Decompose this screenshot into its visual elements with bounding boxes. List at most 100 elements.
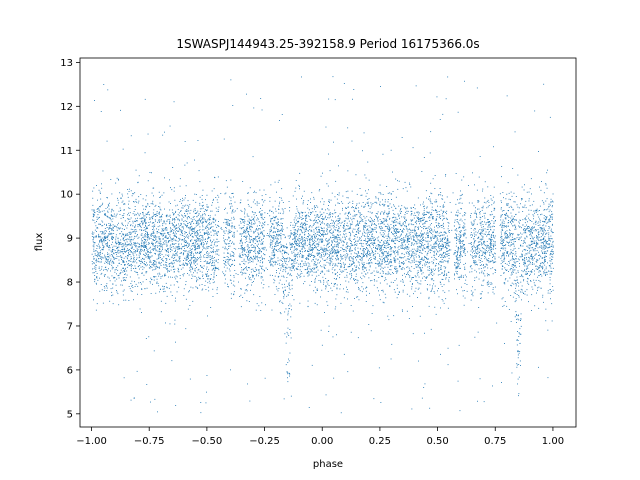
scatter-point (332, 246, 333, 248)
scatter-point (413, 268, 415, 269)
scatter-point (145, 230, 146, 232)
scatter-point (517, 234, 519, 236)
scatter-point (213, 275, 215, 277)
scatter-point (368, 251, 370, 252)
scatter-point (423, 260, 425, 261)
scatter-point (152, 249, 154, 251)
scatter-point (524, 226, 526, 227)
scatter-point (93, 262, 95, 263)
scatter-point (264, 212, 266, 214)
scatter-point (336, 252, 338, 254)
scatter-point (420, 283, 422, 285)
scatter-point (411, 213, 413, 214)
scatter-point (462, 227, 464, 229)
scatter-point (365, 290, 367, 292)
scatter-point (500, 231, 502, 233)
scatter-point (149, 218, 151, 220)
scatter-point (170, 230, 172, 231)
scatter-point (163, 260, 164, 262)
scatter-point (357, 280, 359, 282)
scatter-point (94, 266, 96, 268)
scatter-point (390, 273, 392, 275)
scatter-point (415, 233, 417, 235)
scatter-point (205, 289, 207, 290)
scatter-point (552, 253, 554, 255)
scatter-point (404, 239, 406, 241)
scatter-point (199, 204, 201, 206)
scatter-point (503, 261, 505, 262)
scatter-point (281, 259, 282, 261)
scatter-point (197, 233, 199, 235)
scatter-point (115, 216, 117, 218)
scatter-point (432, 248, 434, 249)
scatter-point (157, 258, 159, 260)
scatter-point (105, 237, 107, 238)
scatter-point (549, 238, 551, 239)
scatter-point (391, 265, 393, 267)
scatter-point (338, 203, 340, 204)
scatter-point (487, 219, 489, 220)
scatter-point (159, 251, 161, 252)
scatter-point (402, 247, 404, 249)
scatter-point (284, 237, 286, 239)
scatter-point (258, 305, 260, 307)
scatter-point (213, 198, 214, 200)
scatter-point (318, 229, 320, 231)
scatter-point (528, 219, 530, 221)
scatter-point (244, 263, 246, 265)
scatter-point (147, 235, 148, 237)
scatter-point (293, 232, 295, 234)
scatter-point (457, 209, 459, 211)
scatter-point (423, 213, 425, 215)
scatter-point (205, 248, 207, 250)
scatter-point (395, 216, 397, 218)
scatter-point (438, 244, 440, 245)
scatter-point (96, 276, 98, 277)
scatter-point (127, 258, 128, 260)
scatter-point (190, 257, 192, 258)
scatter-point (115, 242, 116, 244)
scatter-point (299, 302, 301, 304)
scatter-point (374, 275, 376, 276)
scatter-point (433, 229, 435, 231)
scatter-point (321, 252, 323, 253)
scatter-point (394, 242, 395, 244)
scatter-point (552, 200, 553, 202)
scatter-point (459, 195, 461, 197)
scatter-point (298, 241, 300, 243)
scatter-point (161, 228, 163, 230)
scatter-point (411, 284, 413, 285)
scatter-point (294, 246, 296, 247)
scatter-point (543, 224, 545, 226)
scatter-point (224, 274, 226, 276)
scatter-point (260, 98, 262, 99)
scatter-point (366, 253, 368, 255)
scatter-point (276, 235, 278, 237)
scatter-point (481, 250, 483, 252)
scatter-point (425, 256, 427, 258)
scatter-point (295, 244, 297, 246)
scatter-point (308, 271, 310, 272)
scatter-point (279, 301, 280, 303)
scatter-point (538, 216, 540, 218)
scatter-point (547, 262, 548, 264)
scatter-point (445, 233, 447, 234)
scatter-point (377, 263, 379, 265)
scatter-point (546, 252, 547, 254)
scatter-point (550, 215, 552, 217)
scatter-point (450, 211, 452, 213)
scatter-point (305, 265, 307, 266)
scatter-point (130, 264, 131, 266)
scatter-point (94, 229, 96, 231)
scatter-point (274, 181, 276, 183)
scatter-point (335, 279, 337, 280)
scatter-point (111, 244, 113, 246)
scatter-point (526, 245, 528, 247)
scatter-point (316, 267, 318, 269)
scatter-point (309, 265, 311, 267)
scatter-point (490, 240, 492, 242)
scatter-point (413, 224, 415, 226)
scatter-point (159, 238, 161, 239)
scatter-point (404, 221, 405, 222)
scatter-point (519, 226, 521, 228)
